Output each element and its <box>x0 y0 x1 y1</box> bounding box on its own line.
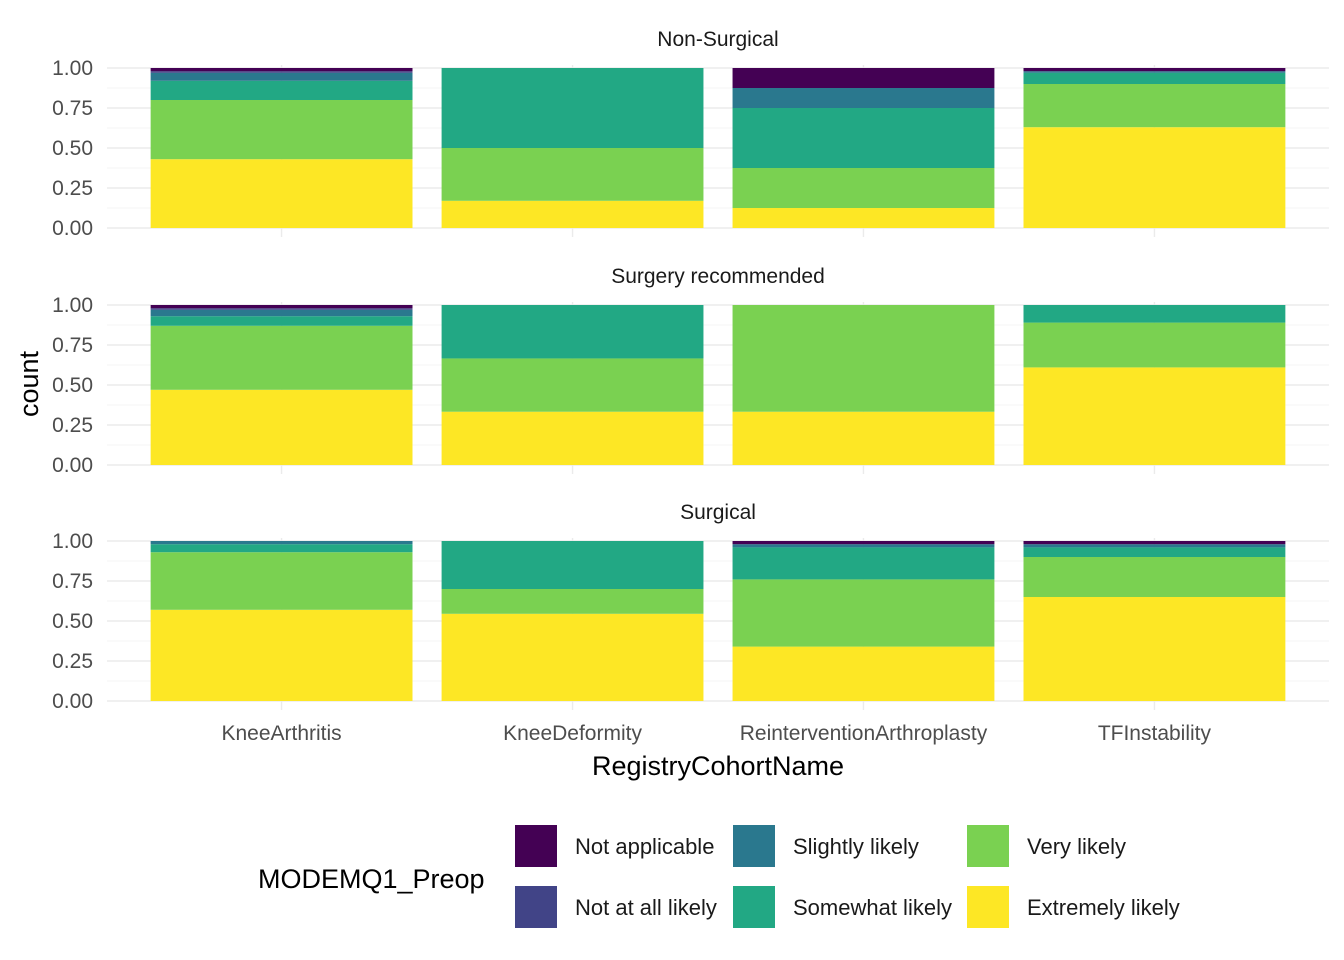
y-tick-label: 0.50 <box>52 374 93 397</box>
bar-segment <box>150 541 413 545</box>
facet-strip-label: Surgery recommended <box>611 265 825 288</box>
bar-segment <box>150 71 413 73</box>
bar-segment <box>150 552 413 610</box>
bar-segment <box>441 358 704 412</box>
y-tick-label: 0.25 <box>52 177 93 200</box>
legend-key <box>515 886 557 928</box>
bar-segment <box>441 305 704 359</box>
legend-key <box>733 825 775 867</box>
x-axis-title: RegistryCohortName <box>592 751 844 781</box>
bar-segment <box>732 305 995 412</box>
y-tick-label: 0.50 <box>52 137 93 160</box>
bar-segment <box>441 200 704 228</box>
bar-segment <box>732 208 995 228</box>
bar-segment <box>150 159 413 228</box>
y-tick-label: 0.00 <box>52 454 93 477</box>
legend-title: MODEMQ1_Preop <box>258 864 485 894</box>
bar-segment <box>1023 557 1286 597</box>
bar-segment <box>150 72 413 81</box>
bar-segment <box>150 305 413 309</box>
bar-segment <box>1023 71 1286 73</box>
facet-strip-label: Non-Surgical <box>657 28 778 51</box>
y-tick-label: 0.50 <box>52 610 93 633</box>
y-tick-label: 1.00 <box>52 530 93 553</box>
bar-segment <box>1023 322 1286 368</box>
bar-segment <box>1023 367 1286 465</box>
bar-segment <box>441 589 704 614</box>
legend-label: Very likely <box>1027 834 1126 859</box>
facet-strip-label: Surgical <box>680 501 756 524</box>
legend-key <box>967 825 1009 867</box>
y-tick-label: 0.75 <box>52 570 93 593</box>
bar-segment <box>441 411 704 465</box>
bar-segment <box>150 309 413 317</box>
bar-segment <box>1023 72 1286 84</box>
bar-segment <box>732 646 995 701</box>
legend-label: Extremely likely <box>1027 895 1180 920</box>
bar-segment <box>150 308 413 310</box>
legend-label: Slightly likely <box>793 834 919 859</box>
bar-segment <box>150 316 413 326</box>
bar-segment <box>1023 127 1286 228</box>
bar-segment <box>732 547 995 580</box>
bar-segment <box>441 613 704 701</box>
bar-segment <box>150 544 413 553</box>
x-tick-label: TFInstability <box>1098 722 1212 745</box>
legend-label: Not applicable <box>575 834 714 859</box>
bar-segment <box>732 88 995 108</box>
bar-segment <box>732 108 995 168</box>
bar-segment <box>732 411 995 465</box>
bar-segment <box>1023 305 1286 323</box>
y-tick-label: 1.00 <box>52 57 93 80</box>
bar-segment <box>732 579 995 647</box>
y-tick-label: 0.25 <box>52 414 93 437</box>
legend-key <box>967 886 1009 928</box>
bar-segment <box>1023 541 1286 545</box>
bar-segment <box>732 544 995 548</box>
x-tick-label: KneeDeformity <box>503 722 642 745</box>
bar-segment <box>732 168 995 208</box>
bar-segment <box>441 541 704 589</box>
y-tick-label: 0.75 <box>52 334 93 357</box>
bar-segment <box>1023 547 1286 557</box>
bar-segment <box>441 68 704 148</box>
bar-segment <box>1023 68 1286 72</box>
legend-key <box>515 825 557 867</box>
y-tick-label: 0.25 <box>52 650 93 673</box>
y-tick-label: 0.00 <box>52 217 93 240</box>
legend-label: Not at all likely <box>575 895 717 920</box>
x-tick-label: ReinterventionArthroplasty <box>740 722 988 745</box>
bar-segment <box>732 541 995 545</box>
y-tick-label: 0.75 <box>52 97 93 120</box>
bar-segment <box>732 68 995 88</box>
y-tick-label: 0.00 <box>52 690 93 713</box>
bar-segment <box>1023 544 1286 548</box>
bar-segment <box>150 100 413 160</box>
bar-segment <box>1023 597 1286 701</box>
bar-segment <box>150 80 413 100</box>
y-tick-label: 1.00 <box>52 294 93 317</box>
y-axis-title: count <box>14 350 44 417</box>
x-tick-label: KneeArthritis <box>221 722 341 745</box>
bar-segment <box>1023 84 1286 128</box>
bar-segment <box>150 609 413 701</box>
bar-segment <box>441 148 704 201</box>
bar-segment <box>150 68 413 72</box>
bar-segment <box>150 389 413 465</box>
bar-segment <box>150 325 413 390</box>
legend-label: Somewhat likely <box>793 895 952 920</box>
legend-key <box>733 886 775 928</box>
